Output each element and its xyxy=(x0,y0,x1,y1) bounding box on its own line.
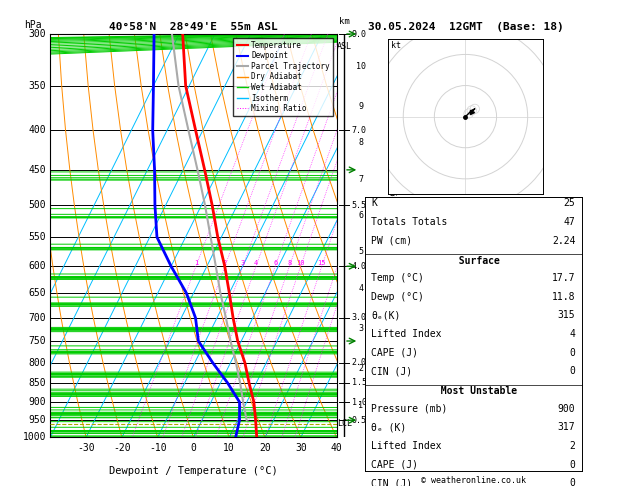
Text: Mixing Ratio (g/kg): Mixing Ratio (g/kg) xyxy=(389,185,398,287)
Text: 1: 1 xyxy=(194,260,198,266)
Text: 2: 2 xyxy=(359,364,364,373)
Text: 2.0: 2.0 xyxy=(352,358,367,367)
Text: 8: 8 xyxy=(359,139,364,147)
Text: 2: 2 xyxy=(569,441,576,451)
Text: Most Unstable: Most Unstable xyxy=(429,386,518,396)
Text: CAPE (J): CAPE (J) xyxy=(371,347,418,358)
Text: 500: 500 xyxy=(28,200,46,210)
Text: 2: 2 xyxy=(223,260,227,266)
Text: kt: kt xyxy=(391,41,401,50)
Text: CIN (J): CIN (J) xyxy=(371,366,413,376)
Text: 1.0: 1.0 xyxy=(352,398,367,407)
Text: Temp (°C): Temp (°C) xyxy=(371,273,424,283)
Text: 750: 750 xyxy=(28,336,46,346)
Text: 0: 0 xyxy=(569,347,576,358)
Text: 10: 10 xyxy=(296,260,305,266)
Text: 3: 3 xyxy=(359,324,364,333)
Text: LCL: LCL xyxy=(337,419,352,428)
Text: 9: 9 xyxy=(359,102,364,111)
Text: Dewp (°C): Dewp (°C) xyxy=(371,292,424,302)
Text: 900: 900 xyxy=(558,403,576,414)
Text: 17.7: 17.7 xyxy=(552,273,576,283)
Text: 20: 20 xyxy=(259,443,271,453)
Text: 7: 7 xyxy=(359,175,364,184)
Text: -10: -10 xyxy=(149,443,167,453)
Text: 700: 700 xyxy=(28,313,46,323)
Text: 30.05.2024  12GMT  (Base: 18): 30.05.2024 12GMT (Base: 18) xyxy=(367,21,564,32)
Text: 30: 30 xyxy=(295,443,306,453)
Text: 450: 450 xyxy=(28,165,46,175)
Text: 10: 10 xyxy=(356,62,366,71)
Text: 7.0: 7.0 xyxy=(352,126,367,135)
Text: 800: 800 xyxy=(28,358,46,367)
Text: 600: 600 xyxy=(28,261,46,271)
Text: 0: 0 xyxy=(191,443,196,453)
Text: Totals Totals: Totals Totals xyxy=(371,217,448,227)
Text: PW (cm): PW (cm) xyxy=(371,236,413,245)
Text: 550: 550 xyxy=(28,232,46,242)
Text: 25: 25 xyxy=(564,198,576,208)
Text: 9.0: 9.0 xyxy=(352,30,367,38)
Text: 15: 15 xyxy=(318,260,326,266)
Text: 11.8: 11.8 xyxy=(552,292,576,302)
Text: Pressure (mb): Pressure (mb) xyxy=(371,403,448,414)
Text: 317: 317 xyxy=(558,422,576,432)
Text: 900: 900 xyxy=(28,397,46,407)
Text: © weatheronline.co.uk: © weatheronline.co.uk xyxy=(421,476,526,486)
Text: θₑ (K): θₑ (K) xyxy=(371,422,406,432)
Text: θₑ(K): θₑ(K) xyxy=(371,310,401,320)
Text: -20: -20 xyxy=(113,443,131,453)
Text: 3.0: 3.0 xyxy=(352,313,367,322)
Text: 6: 6 xyxy=(359,211,364,220)
Text: 3: 3 xyxy=(241,260,245,266)
Text: 2.24: 2.24 xyxy=(552,236,576,245)
Text: CAPE (J): CAPE (J) xyxy=(371,460,418,469)
Text: 4: 4 xyxy=(359,284,364,293)
Text: 4: 4 xyxy=(254,260,258,266)
Text: CIN (J): CIN (J) xyxy=(371,478,413,486)
Text: 1.5: 1.5 xyxy=(352,379,367,387)
Text: 0.5: 0.5 xyxy=(352,416,367,425)
Text: hPa: hPa xyxy=(25,20,42,30)
Text: K: K xyxy=(371,198,377,208)
Text: 850: 850 xyxy=(28,378,46,388)
Title: 40°58'N  28°49'E  55m ASL: 40°58'N 28°49'E 55m ASL xyxy=(109,22,278,32)
Text: 4: 4 xyxy=(569,329,576,339)
Text: 1000: 1000 xyxy=(23,433,46,442)
Legend: Temperature, Dewpoint, Parcel Trajectory, Dry Adiabat, Wet Adiabat, Isotherm, Mi: Temperature, Dewpoint, Parcel Trajectory… xyxy=(233,38,333,116)
Text: 1: 1 xyxy=(359,400,364,410)
Text: 8: 8 xyxy=(287,260,292,266)
Text: 0: 0 xyxy=(569,460,576,469)
Text: km: km xyxy=(338,17,350,26)
Text: Surface: Surface xyxy=(447,256,500,265)
Text: 0: 0 xyxy=(569,366,576,376)
Text: 650: 650 xyxy=(28,288,46,298)
Text: 5: 5 xyxy=(359,247,364,256)
Text: 300: 300 xyxy=(28,29,46,39)
Text: 6: 6 xyxy=(273,260,277,266)
Text: ASL: ASL xyxy=(337,42,352,51)
Text: 4.0: 4.0 xyxy=(352,262,367,271)
Text: 0: 0 xyxy=(569,478,576,486)
Text: 950: 950 xyxy=(28,415,46,425)
Text: 5.5: 5.5 xyxy=(352,201,367,209)
Text: -30: -30 xyxy=(77,443,95,453)
Text: 350: 350 xyxy=(28,81,46,91)
Text: 315: 315 xyxy=(558,310,576,320)
Text: 400: 400 xyxy=(28,125,46,136)
Text: Lifted Index: Lifted Index xyxy=(371,441,442,451)
Text: Lifted Index: Lifted Index xyxy=(371,329,442,339)
Text: 40: 40 xyxy=(331,443,342,453)
Text: Dewpoint / Temperature (°C): Dewpoint / Temperature (°C) xyxy=(109,466,278,476)
Text: 10: 10 xyxy=(223,443,235,453)
Text: 47: 47 xyxy=(564,217,576,227)
